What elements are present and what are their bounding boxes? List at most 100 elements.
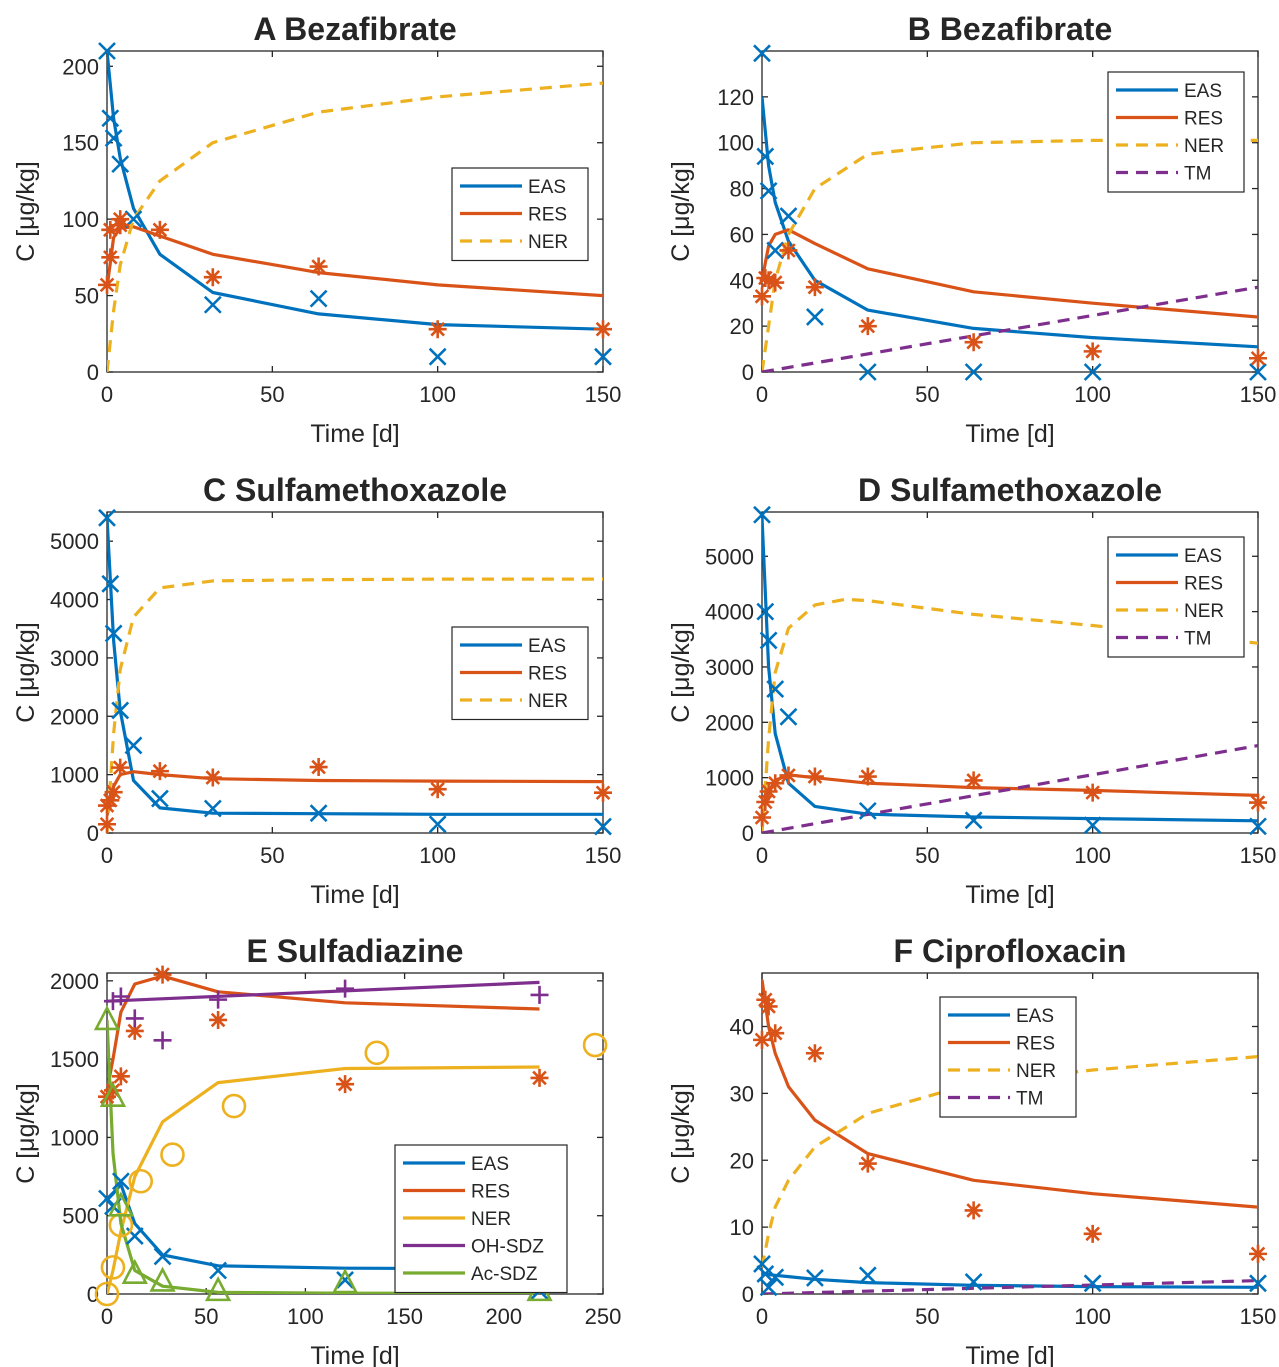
data-point-res (805, 278, 824, 297)
chart-title: F Ciprofloxacin (894, 933, 1127, 969)
series-line-ner (762, 597, 1258, 833)
x-tick-label: 100 (1074, 843, 1111, 868)
data-point-ner (364, 1040, 390, 1066)
series-line-res (762, 228, 1258, 319)
y-tick-label: 150 (62, 131, 99, 156)
data-point-eas (104, 129, 123, 148)
data-point-eas (756, 1265, 775, 1283)
legend: EAS RES NER TM (1107, 71, 1245, 193)
data-point-ner (128, 1168, 154, 1194)
x-tick-label: 50 (260, 843, 284, 868)
series-line-ac-sdz (107, 1019, 540, 1294)
data-point-eas (428, 815, 447, 834)
data-point-eas (1083, 363, 1102, 381)
x-tick-label: 0 (756, 1304, 768, 1329)
data-point-res (111, 1067, 130, 1086)
legend-label: TM (1184, 164, 1211, 185)
data-point-res (111, 210, 130, 229)
x-tick-label: 100 (1074, 382, 1111, 407)
legend: EAS RES NER TM (939, 996, 1077, 1118)
y-tick-label: 80 (730, 177, 754, 202)
data-point-res (779, 241, 798, 260)
y-tick-label: 2000 (50, 969, 99, 994)
plot-area (106, 511, 604, 834)
series-line-res (107, 974, 540, 1091)
y-tick-label: 10 (730, 1215, 754, 1240)
data-point-res (101, 791, 120, 810)
x-axis-label: Time [d] (965, 420, 1054, 448)
x-tick-label: 0 (756, 843, 768, 868)
data-point-ac-sdz (107, 1191, 135, 1217)
data-point-oh-sdz (336, 979, 355, 998)
y-axis-label: C [μg/kg] (12, 161, 40, 262)
data-point-eas (1249, 817, 1267, 836)
data-point-eas (766, 241, 785, 260)
chart-panel-2: B Bezafibrate 0 50 100 150 0 20 40 60 80 100 120 Tim… (667, 11, 1276, 448)
y-tick-label: 0 (87, 360, 99, 385)
series-line-tm (762, 285, 1258, 372)
data-point-res (858, 1154, 877, 1173)
legend-label: RES (528, 664, 567, 685)
y-tick-label: 60 (730, 222, 754, 247)
data-point-res (125, 1021, 144, 1040)
data-point-res (530, 1068, 549, 1087)
y-tick-label: 40 (730, 1015, 754, 1040)
data-point-eas (98, 42, 116, 60)
data-point-eas (756, 147, 775, 166)
x-axis-label: Time [d] (310, 1342, 399, 1367)
legend: EAS RES NER (451, 167, 589, 262)
data-point-res (336, 1075, 355, 1094)
plot-area (761, 50, 1259, 373)
data-point-eas (759, 631, 778, 650)
data-point-ac-sdz (93, 1005, 121, 1031)
data-point-oh-sdz (530, 985, 549, 1004)
y-tick-label: 20 (730, 1148, 754, 1173)
data-point-res (805, 767, 824, 786)
series-line-tm (762, 1279, 1258, 1294)
data-point-res (150, 220, 169, 239)
x-tick-label: 100 (419, 382, 456, 407)
data-point-eas (766, 1268, 785, 1287)
data-point-res (858, 317, 877, 336)
x-tick-label: 200 (485, 1304, 522, 1329)
chart-panel-4: D Sulfamethoxazole 0 50 100 150 0 1000 2000 3000… (667, 472, 1276, 909)
data-point-res (766, 1024, 785, 1043)
data-point-res (1083, 783, 1102, 802)
data-point-eas (1249, 363, 1267, 381)
y-tick-label: 4000 (50, 588, 99, 613)
y-tick-label: 120 (717, 85, 754, 110)
data-point-eas (759, 181, 778, 200)
x-axis-label: Time [d] (965, 881, 1054, 909)
chart-panel-1: A Bezafibrate 0 50 100 150 0 50 100 150 200 Time [… (12, 11, 621, 448)
data-point-ner (582, 1032, 608, 1058)
data-point-eas (203, 295, 222, 314)
y-tick-label: 2000 (50, 704, 99, 729)
y-tick-label: 3000 (705, 655, 754, 680)
data-point-res (858, 767, 877, 786)
x-tick-label: 0 (101, 382, 113, 407)
x-tick-label: 100 (419, 843, 456, 868)
series-line-oh-sdz (107, 980, 540, 1003)
data-point-res (964, 771, 983, 790)
x-axis-label: Time [d] (965, 1342, 1054, 1367)
data-point-res (98, 815, 116, 834)
data-point-res (98, 275, 116, 294)
data-point-eas (964, 363, 983, 381)
data-point-eas (805, 308, 824, 326)
y-axis-label: C [μg/kg] (12, 1083, 40, 1184)
legend-label: NER (471, 1209, 511, 1230)
data-point-eas (101, 574, 120, 593)
x-tick-label: 50 (915, 382, 939, 407)
plot-area (106, 50, 604, 373)
y-tick-label: 1000 (50, 1125, 99, 1150)
legend-label: NER (1016, 1061, 1056, 1082)
data-point-res (759, 997, 778, 1016)
series-line-eas (107, 51, 603, 331)
x-tick-label: 250 (585, 1304, 622, 1329)
legend-label: NER (528, 691, 568, 712)
data-point-ac-sdz (99, 1081, 127, 1107)
data-point-res (104, 783, 123, 802)
data-point-oh-sdz (125, 1009, 144, 1028)
data-point-res (150, 762, 169, 781)
